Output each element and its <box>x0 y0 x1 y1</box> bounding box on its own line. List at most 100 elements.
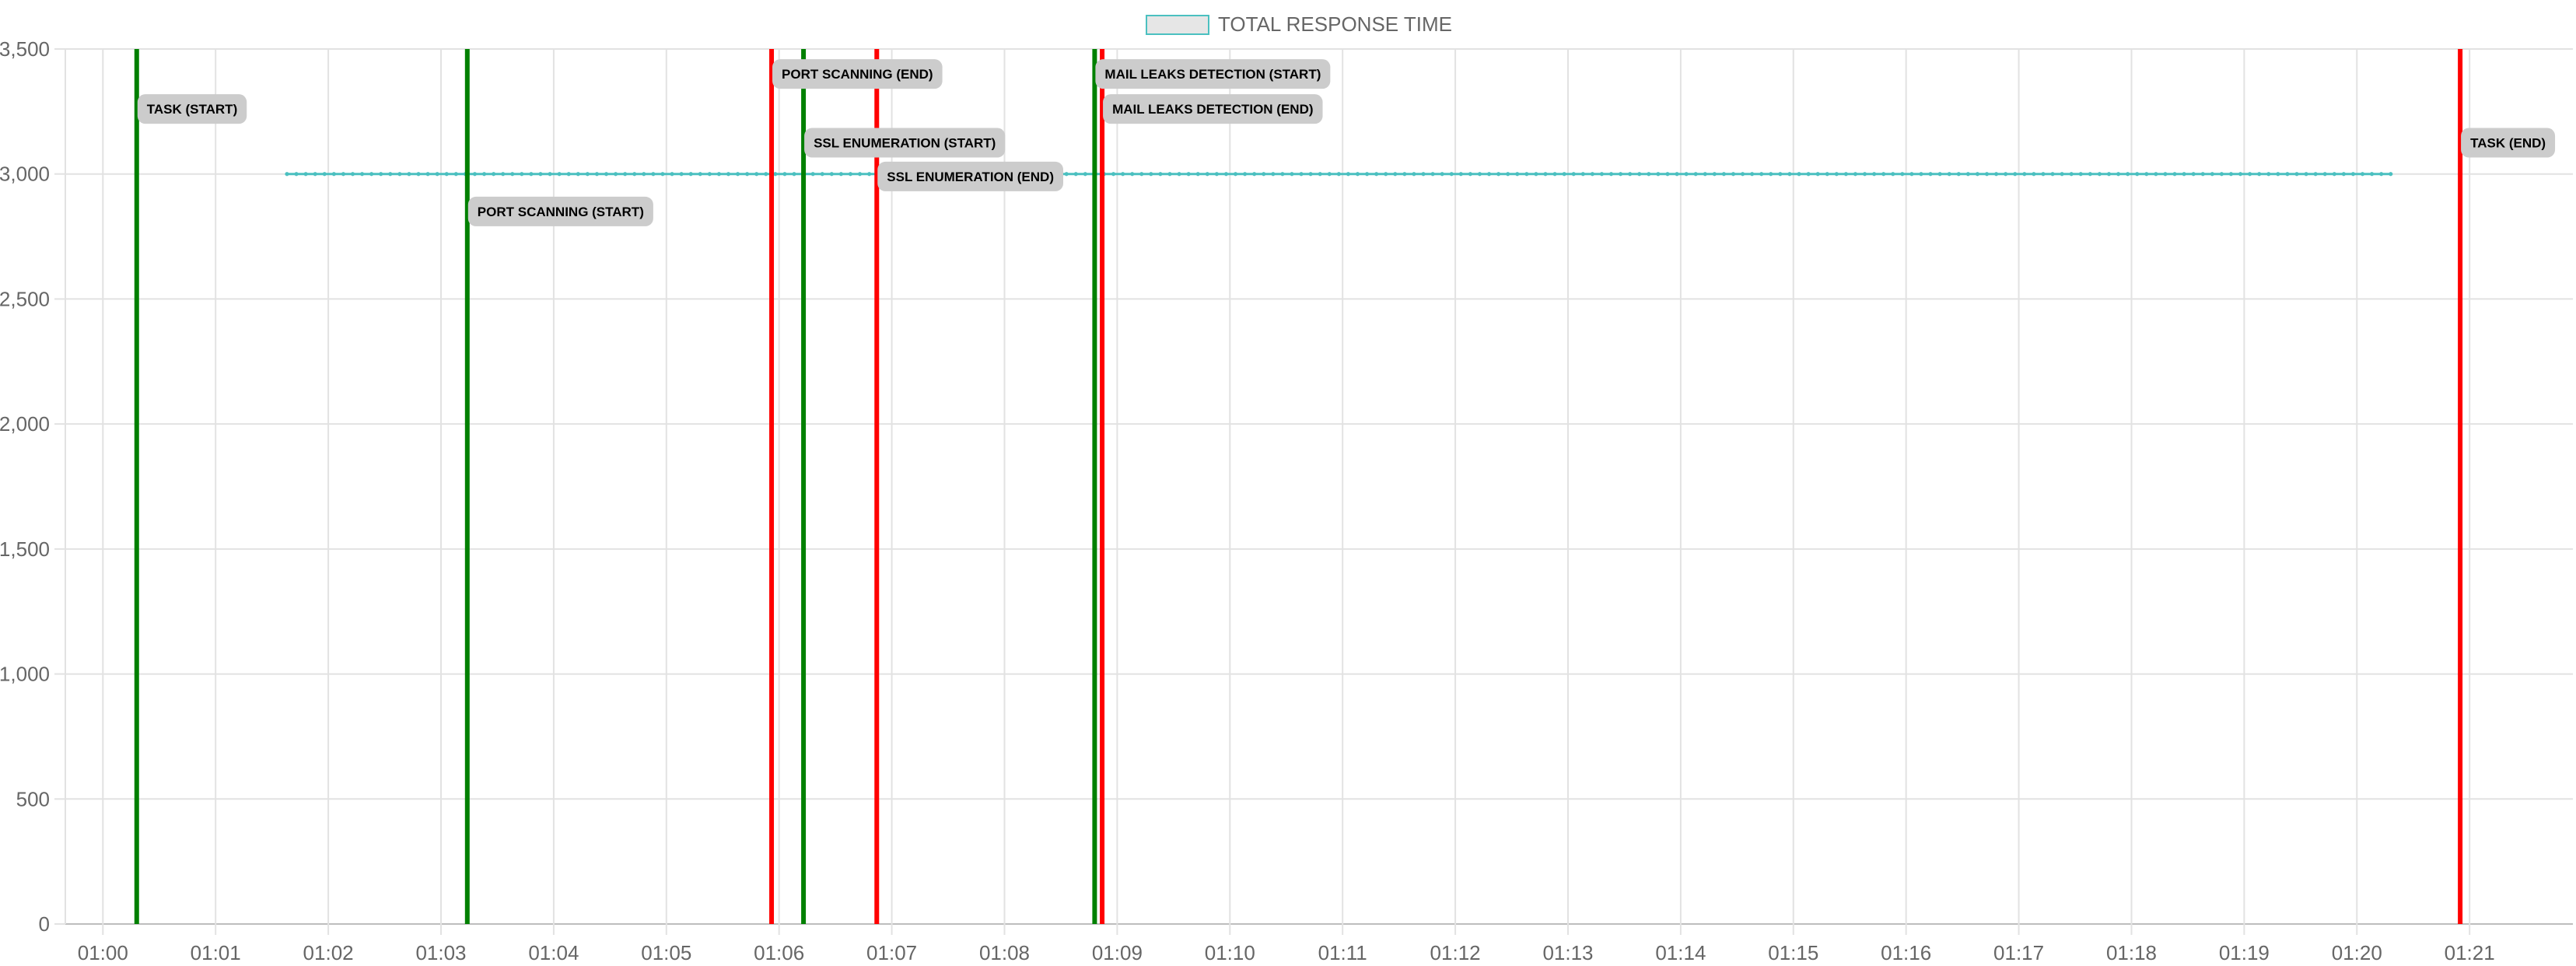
data-point <box>1703 172 1707 177</box>
data-point <box>1336 172 1341 177</box>
data-point <box>1524 172 1529 177</box>
data-point <box>1327 172 1332 177</box>
data-point <box>2389 172 2393 177</box>
data-point <box>2332 172 2336 177</box>
annotation-label-box <box>2461 128 2556 158</box>
data-point <box>623 172 628 177</box>
data-point <box>359 172 365 177</box>
data-point <box>294 172 299 177</box>
data-point <box>679 172 684 177</box>
data-point <box>379 172 383 177</box>
data-point <box>2004 172 2008 177</box>
data-point <box>350 172 355 177</box>
data-point <box>2144 172 2149 177</box>
data-point <box>2210 172 2214 177</box>
x-tick-label: 01:12 <box>1430 941 1481 964</box>
legend-label: TOTAL RESPONSE TIME <box>1218 12 1452 36</box>
data-point <box>2060 172 2064 177</box>
data-point <box>2219 172 2224 177</box>
data-point <box>867 172 872 177</box>
data-point <box>1421 172 1426 177</box>
data-point <box>1271 172 1276 177</box>
data-point <box>1608 172 1614 177</box>
data-point <box>1956 172 1961 177</box>
data-point <box>1740 172 1745 177</box>
data-point <box>1121 172 1125 177</box>
x-tick-label: 01:18 <box>2106 941 2157 964</box>
data-point <box>1402 172 1407 177</box>
data-point <box>444 172 449 177</box>
data-point <box>857 172 863 177</box>
annotation-label-box <box>804 128 1006 158</box>
data-point <box>1186 172 1191 177</box>
data-point <box>453 172 458 177</box>
annotation-label-box <box>772 59 943 89</box>
data-point <box>651 172 656 177</box>
data-point <box>1769 172 1773 177</box>
data-point <box>2088 172 2092 177</box>
data-point <box>1853 172 1858 177</box>
annotation-label-box <box>1103 94 1323 124</box>
data-point <box>585 172 590 177</box>
data-point <box>1177 172 1181 177</box>
data-point <box>1571 172 1576 177</box>
data-point <box>322 172 327 177</box>
data-point <box>501 172 506 177</box>
data-point <box>529 172 534 177</box>
data-point <box>1947 172 1951 177</box>
y-tick-label: 2,500 <box>0 287 50 310</box>
data-point <box>1562 172 1566 177</box>
data-point <box>1628 172 1633 177</box>
x-tick-label: 01:05 <box>641 941 691 964</box>
data-point <box>1984 172 1990 177</box>
x-tick-label: 01:21 <box>2445 941 2495 964</box>
annotation-label: SSL ENUMERATION (END) <box>877 161 1063 191</box>
data-point <box>698 172 702 177</box>
legend-swatch <box>1146 15 1209 35</box>
annotations: TASK (START) PORT SCANNING (START) PORT SC… <box>134 49 2556 924</box>
annotation-label: PORT SCANNING (START) <box>467 196 653 226</box>
data-point <box>481 172 487 177</box>
data-point <box>1214 172 1219 177</box>
data-point <box>1280 172 1285 177</box>
data-point <box>2276 172 2280 177</box>
data-point <box>1599 172 1605 177</box>
data-point <box>313 172 317 177</box>
annotation-label: TASK (END) <box>2461 128 2556 158</box>
data-point <box>2341 172 2346 177</box>
data-point <box>435 172 439 177</box>
x-tick-label: 01:19 <box>2219 941 2270 964</box>
x-tick-label: 01:16 <box>1881 941 1931 964</box>
data-point <box>1393 172 1398 177</box>
data-point <box>613 172 618 177</box>
data-point <box>1994 172 1999 177</box>
data-point <box>472 172 478 177</box>
x-tick-label: 01:01 <box>191 941 241 964</box>
data-point <box>2013 172 2018 177</box>
data-point <box>1928 172 1933 177</box>
data-point <box>341 172 346 177</box>
data-point <box>1308 172 1313 177</box>
data-point <box>1111 172 1116 177</box>
data-point <box>557 172 562 177</box>
data-point <box>670 172 674 177</box>
data-point <box>838 172 843 177</box>
annotation-label-box <box>467 196 653 226</box>
data-point <box>688 172 693 177</box>
x-tick-label: 01:09 <box>1092 941 1143 964</box>
x-tick-label: 01:08 <box>979 941 1030 964</box>
series-total-response-time <box>285 172 2393 177</box>
annotation-label-text: PORT SCANNING (END) <box>782 67 933 82</box>
y-tick-label: 0 <box>39 912 50 936</box>
data-point <box>1374 172 1379 177</box>
data-point <box>2200 172 2205 177</box>
legend[interactable]: TOTAL RESPONSE TIME <box>1146 12 1452 36</box>
data-point <box>1684 172 1689 177</box>
data-point <box>1346 172 1351 177</box>
annotation-label-text: MAIL LEAKS DETECTION (END) <box>1112 102 1313 117</box>
data-point <box>331 172 336 177</box>
data-point <box>660 172 665 177</box>
data-point <box>735 172 740 177</box>
annotation-label: MAIL LEAKS DETECTION (START) <box>1095 59 1331 89</box>
